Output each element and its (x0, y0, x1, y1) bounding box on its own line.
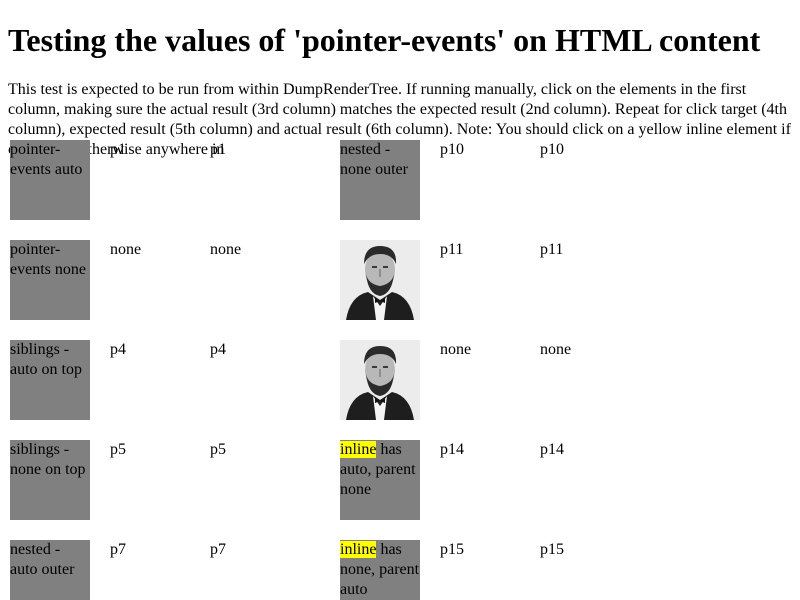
click-target-p5[interactable]: siblings - none on top (10, 440, 90, 520)
actual-result: p1 (210, 141, 226, 158)
click-target-p1[interactable]: pointer-events auto (10, 140, 90, 220)
expected-result: p11 (440, 241, 464, 258)
expected-result: p15 (440, 541, 464, 558)
actual-result: p15 (540, 541, 564, 558)
target-label: pointer-events none (10, 241, 86, 278)
portrait-photo[interactable] (340, 240, 420, 320)
click-target-p2[interactable]: pointer-events none (10, 240, 90, 320)
expected-result: p4 (110, 341, 126, 358)
target-label: pointer-events auto (10, 141, 83, 178)
actual-result: none (540, 341, 572, 358)
expected-result: p7 (110, 541, 126, 558)
portrait-image (340, 240, 420, 320)
expected-result: none (440, 341, 472, 358)
page-title: Testing the values of 'pointer-events' o… (8, 22, 761, 58)
portrait-image (340, 340, 420, 420)
target-label: has auto, parent none (340, 441, 416, 498)
target-label: has none, parent auto (340, 541, 420, 598)
click-target-p4[interactable]: siblings - auto on top (10, 340, 90, 420)
click-target-p7[interactable]: nested - auto outer (10, 540, 90, 600)
target-label: siblings - none on top (10, 441, 86, 478)
inline-element[interactable]: inline (340, 441, 377, 458)
expected-result: p14 (440, 441, 464, 458)
actual-result: p14 (540, 441, 564, 458)
expected-result: p1 (110, 141, 126, 158)
target-label: nested - none outer (340, 141, 408, 178)
actual-result: p4 (210, 341, 226, 358)
actual-result: p10 (540, 141, 564, 158)
click-target-p10[interactable]: nested - none outer (340, 140, 420, 220)
portrait-photo[interactable] (340, 340, 420, 420)
actual-result: p5 (210, 441, 226, 458)
target-label: siblings - auto on top (10, 341, 82, 378)
expected-result: none (110, 241, 142, 258)
click-target-p14[interactable]: inline has auto, parent none (340, 440, 420, 520)
actual-result: p7 (210, 541, 226, 558)
actual-result: none (210, 241, 242, 258)
target-label: nested - auto outer (10, 541, 75, 578)
expected-result: p10 (440, 141, 464, 158)
actual-result: p11 (540, 241, 564, 258)
inline-element[interactable]: inline (340, 541, 377, 558)
expected-result: p5 (110, 441, 126, 458)
click-target-p15[interactable]: inline has none, parent auto (340, 540, 420, 600)
